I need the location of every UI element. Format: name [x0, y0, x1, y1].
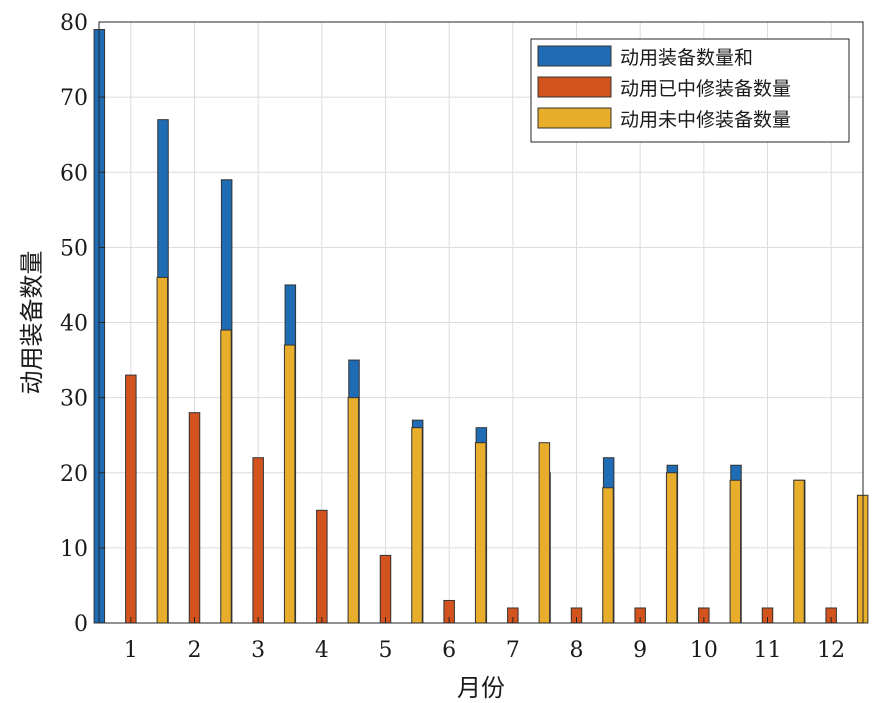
x-tick-label: 9: [633, 638, 647, 663]
x-tick-label: 2: [188, 638, 202, 663]
legend-label: 动用未中修装备数量: [620, 109, 791, 131]
x-tick-label: 7: [506, 638, 520, 663]
bar-series-3-cat-1: [156, 276, 169, 624]
x-tick-label: 12: [817, 638, 845, 663]
legend-swatch: [537, 107, 612, 129]
x-tick-label: 6: [442, 638, 456, 663]
bar-series-3-cat-3: [283, 344, 296, 624]
bar-series-3-cat-10: [729, 479, 742, 624]
x-axis-title: 月份: [457, 674, 505, 702]
y-tick-label: 70: [60, 86, 88, 111]
y-tick-label: 60: [60, 161, 88, 186]
y-axis-title: 动用装备数量: [18, 251, 46, 395]
bar-series-2-cat-5: [379, 554, 392, 624]
y-tick-label: 30: [60, 387, 88, 412]
bar-series-3-cat-8: [602, 487, 614, 624]
x-tick-label: 10: [690, 638, 718, 663]
legend-label: 动用装备数量和: [620, 47, 753, 69]
bar-series-3-cat-5: [411, 427, 423, 624]
bar-series-3-cat-7: [538, 442, 551, 624]
x-tick-label: 1: [124, 638, 138, 663]
y-tick-label: 0: [74, 612, 88, 637]
bar-series-3-cat-4: [347, 397, 360, 624]
legend-swatch: [537, 45, 612, 67]
bar-series-2-cat-3: [252, 457, 264, 624]
y-tick-label: 80: [60, 11, 88, 36]
bar-series-3-cat-11: [793, 479, 805, 624]
y-tick-label: 50: [60, 236, 88, 261]
y-tick-label: 10: [60, 537, 88, 562]
y-tick-label: 20: [60, 462, 88, 487]
bar-series-3-cat-2: [220, 329, 232, 624]
bar-series-2-cat-1: [125, 374, 137, 624]
x-tick-label: 11: [754, 638, 782, 663]
bar-series-2-cat-2: [188, 412, 201, 624]
x-tick-label: 5: [379, 638, 393, 663]
legend-label: 动用已中修装备数量: [620, 78, 791, 100]
x-tick-label: 3: [251, 638, 265, 663]
y-axis-ticks: 0 10 20 30 40 50 60 70 80: [60, 11, 105, 637]
x-axis-ticks: 1 2 3 4 5 6 7 8 9 10 11 12: [124, 617, 845, 663]
bar-series-2-cat-4: [316, 509, 328, 624]
bar-series-3-cat-9: [665, 472, 678, 624]
legend-swatch: [537, 76, 612, 98]
x-tick-label: 8: [570, 638, 584, 663]
y-tick-label: 40: [60, 312, 88, 337]
x-tick-label: 4: [315, 638, 329, 663]
bar-series-3-cat-6: [474, 442, 487, 624]
